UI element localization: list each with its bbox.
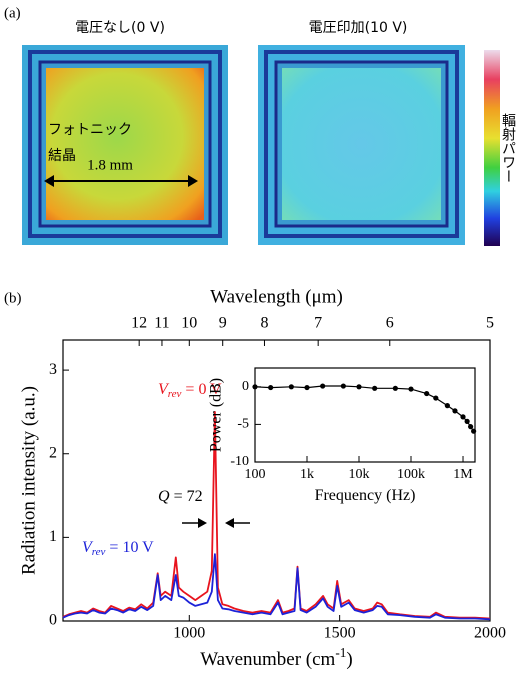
x2-tick-label: 7 [314, 315, 322, 332]
point [468, 424, 473, 429]
point [356, 384, 361, 389]
image-title: 電圧なし(0 V) [75, 20, 165, 36]
x2-tick-label: 11 [154, 315, 169, 332]
x-tick-label: 1k [300, 467, 314, 482]
x-tick-label: 2000 [474, 625, 506, 642]
annotation-subscript: rev [168, 388, 182, 400]
point [465, 419, 470, 424]
x2-tick-label: 10 [181, 315, 197, 332]
x-tick-label: 10k [349, 467, 370, 482]
point [460, 414, 465, 419]
x-axis-title-text: Frequency (Hz) [315, 487, 416, 504]
plot-frame [255, 368, 475, 462]
crystal-label: 結晶 [48, 148, 76, 164]
x-axis-title-end: ) [346, 649, 352, 670]
scale-label: 1.8 mm [87, 157, 133, 173]
colorbar-label: 輻射パワー [500, 113, 516, 183]
crystal [282, 68, 441, 220]
point [252, 384, 257, 389]
y-tick-label: 3 [49, 361, 57, 378]
x2-tick-label: 5 [486, 315, 494, 332]
annotation-subscript: rev [92, 546, 106, 558]
colorbar [484, 50, 500, 246]
y-tick-label: -5 [237, 417, 249, 432]
x2-tick-label: 9 [219, 315, 227, 332]
x-tick-label: 1000 [173, 625, 205, 642]
x2-tick-label: 6 [386, 315, 394, 332]
point [372, 386, 377, 391]
y-tick-label: 0 [49, 612, 57, 629]
point [408, 386, 413, 391]
point [471, 429, 476, 434]
y-axis-title: Power (dB) [208, 378, 225, 452]
crystal [46, 68, 204, 220]
point [268, 385, 273, 390]
x-axis-title-text: Wavenumber (cm [200, 649, 335, 670]
x-axis-title: Wavenumber (cm-1) [200, 645, 353, 670]
point [289, 384, 294, 389]
annotation-symbol: Q [158, 488, 170, 505]
y-tick-label: 1 [49, 528, 57, 545]
y-axis-title: Radiation intensity (a.u.) [18, 386, 39, 575]
x-tick-label: 100k [397, 467, 425, 482]
x2-tick-label: 12 [131, 315, 147, 332]
panel-label: (b) [4, 290, 22, 306]
x-axis-title-sup: -1 [335, 645, 346, 660]
image-title: 電圧印加(10 V) [309, 20, 408, 36]
x2-axis-title: Wavelength (μm) [210, 286, 343, 307]
panel-label: (a) [4, 5, 21, 21]
x-axis-title: Frequency (Hz) [315, 487, 416, 504]
x-tick-label: 100 [245, 467, 266, 482]
crystal-label: フォトニック [48, 122, 132, 138]
x-tick-label: 1500 [324, 625, 356, 642]
figure: (a) 電圧なし(0 V) 電圧印加(10 V) フォトニック 結晶 1.8 m… [0, 0, 517, 676]
y-tick-label: -10 [230, 454, 249, 469]
y-tick-label: 0 [242, 379, 249, 394]
annotation-text: = 10 V [105, 539, 154, 556]
point [341, 383, 346, 388]
point [433, 395, 438, 400]
annotation: Q = 72 [158, 488, 203, 505]
x-tick-label: 1M [453, 467, 473, 482]
y-tick-label: 2 [49, 444, 57, 461]
point [452, 408, 457, 413]
point [424, 391, 429, 396]
annotation-text: = 72 [170, 488, 203, 505]
point [304, 385, 309, 390]
point [393, 386, 398, 391]
point [320, 383, 325, 388]
point [445, 403, 450, 408]
x2-tick-label: 8 [260, 315, 268, 332]
panel-a: (a) 電圧なし(0 V) 電圧印加(10 V) フォトニック 結晶 1.8 m… [4, 5, 516, 306]
